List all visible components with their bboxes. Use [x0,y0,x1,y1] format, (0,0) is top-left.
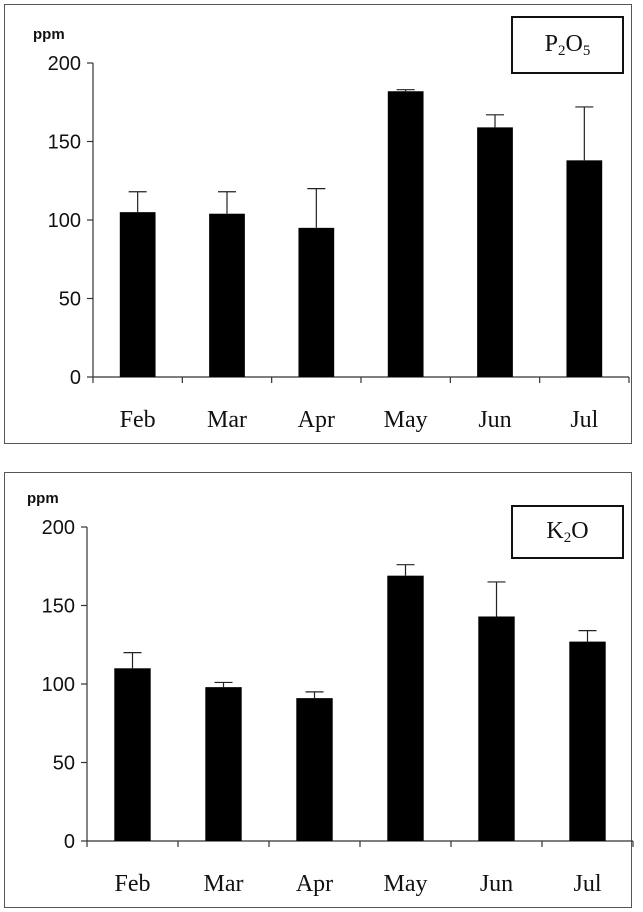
y-axis-label: ppm [33,26,65,43]
legend-label-text: P2O5 [544,30,591,59]
bar-may [387,91,424,377]
y-tick-label: 150 [42,596,75,618]
y-axis-label: ppm [27,490,59,507]
x-tick-label: Apr [298,407,335,433]
y-tick-label: 100 [48,210,81,232]
bar-apr [296,698,333,841]
y-tick-label: 50 [53,753,75,775]
x-tick-label: Jun [478,407,511,433]
x-tick-label: Jul [570,407,598,433]
x-tick-label: May [384,871,428,897]
y-tick-label: 50 [59,289,81,311]
y-tick-label: 200 [42,517,75,539]
k2o-legend: K2O [511,505,624,559]
y-tick-label: 0 [70,367,81,389]
x-tick-label: Apr [296,871,333,897]
x-tick-label: Feb [115,871,151,897]
p2o5-chart-panel: ppm 0 50 100 150 200 Feb Mar Apr May Jun Jul P2O5 [4,4,632,444]
p2o5-bar-chart: ppm 0 50 100 150 200 Feb Mar Apr May Jun Jul [33,26,630,433]
bar-jul [569,641,606,841]
bar-apr [298,227,335,377]
y-tick-label: 200 [48,53,81,75]
legend-label-text: K2O [546,517,589,546]
x-tick-label: Jun [480,871,513,897]
bar-jul [566,160,603,377]
k2o-chart-panel: ppm 0 50 100 150 200 Feb Mar Apr May Jun Jul K2O [4,472,634,908]
bar-feb [119,212,156,377]
bar-may [387,575,424,841]
bar-mar [209,213,245,377]
y-tick-label: 0 [64,831,75,853]
x-tick-label: Feb [120,407,156,433]
bar-mar [205,687,242,841]
x-tick-label: Mar [207,407,247,433]
y-tick-label: 100 [42,674,75,696]
bar-jun [477,127,513,378]
k2o-bar-chart: ppm 0 50 100 150 200 Feb Mar Apr May Jun Jul [27,490,634,897]
x-tick-label: Jul [573,871,601,897]
y-tick-label: 150 [48,132,81,154]
x-tick-label: Mar [204,871,244,897]
x-tick-label: May [384,407,428,433]
p2o5-legend: P2O5 [511,16,624,74]
bar-jun [478,616,515,841]
bar-feb [114,668,151,841]
